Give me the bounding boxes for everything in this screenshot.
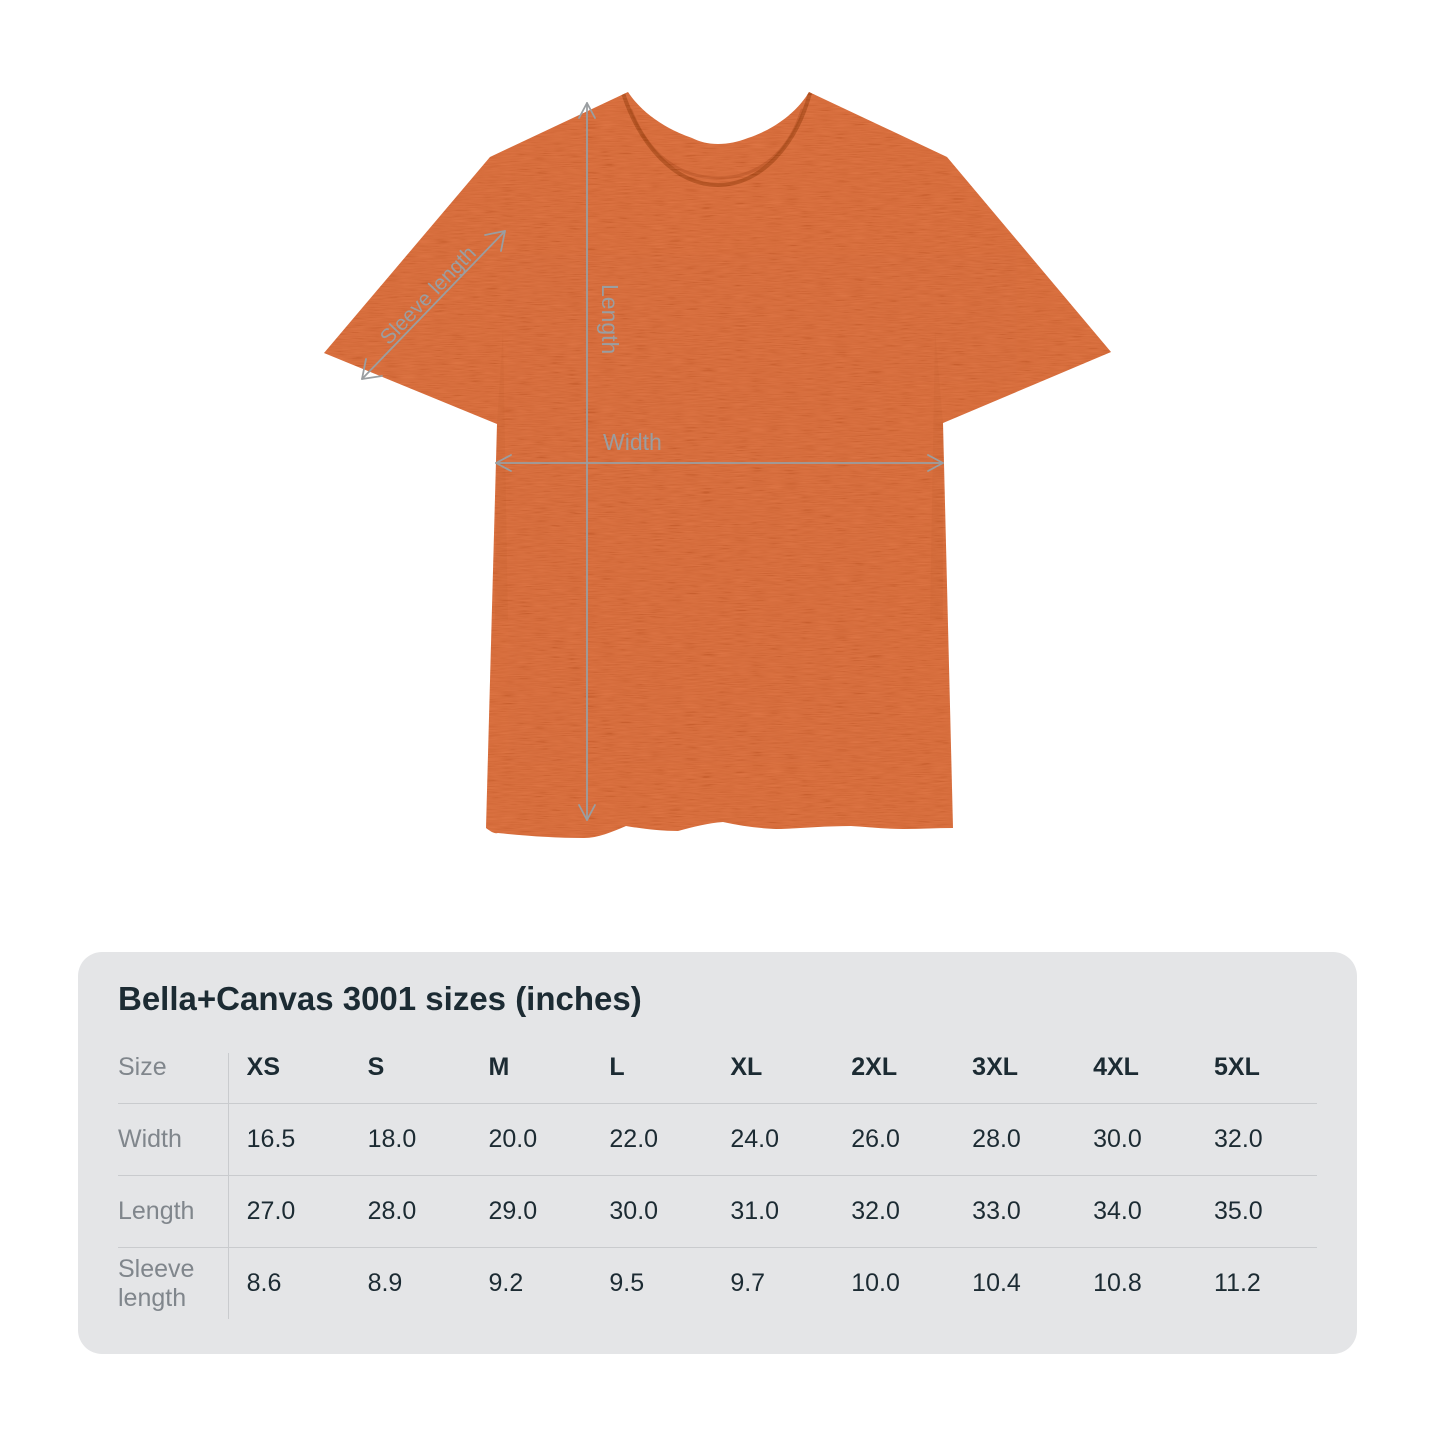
svg-text:Width: Width (603, 429, 662, 455)
svg-text:Length: Length (597, 284, 623, 354)
